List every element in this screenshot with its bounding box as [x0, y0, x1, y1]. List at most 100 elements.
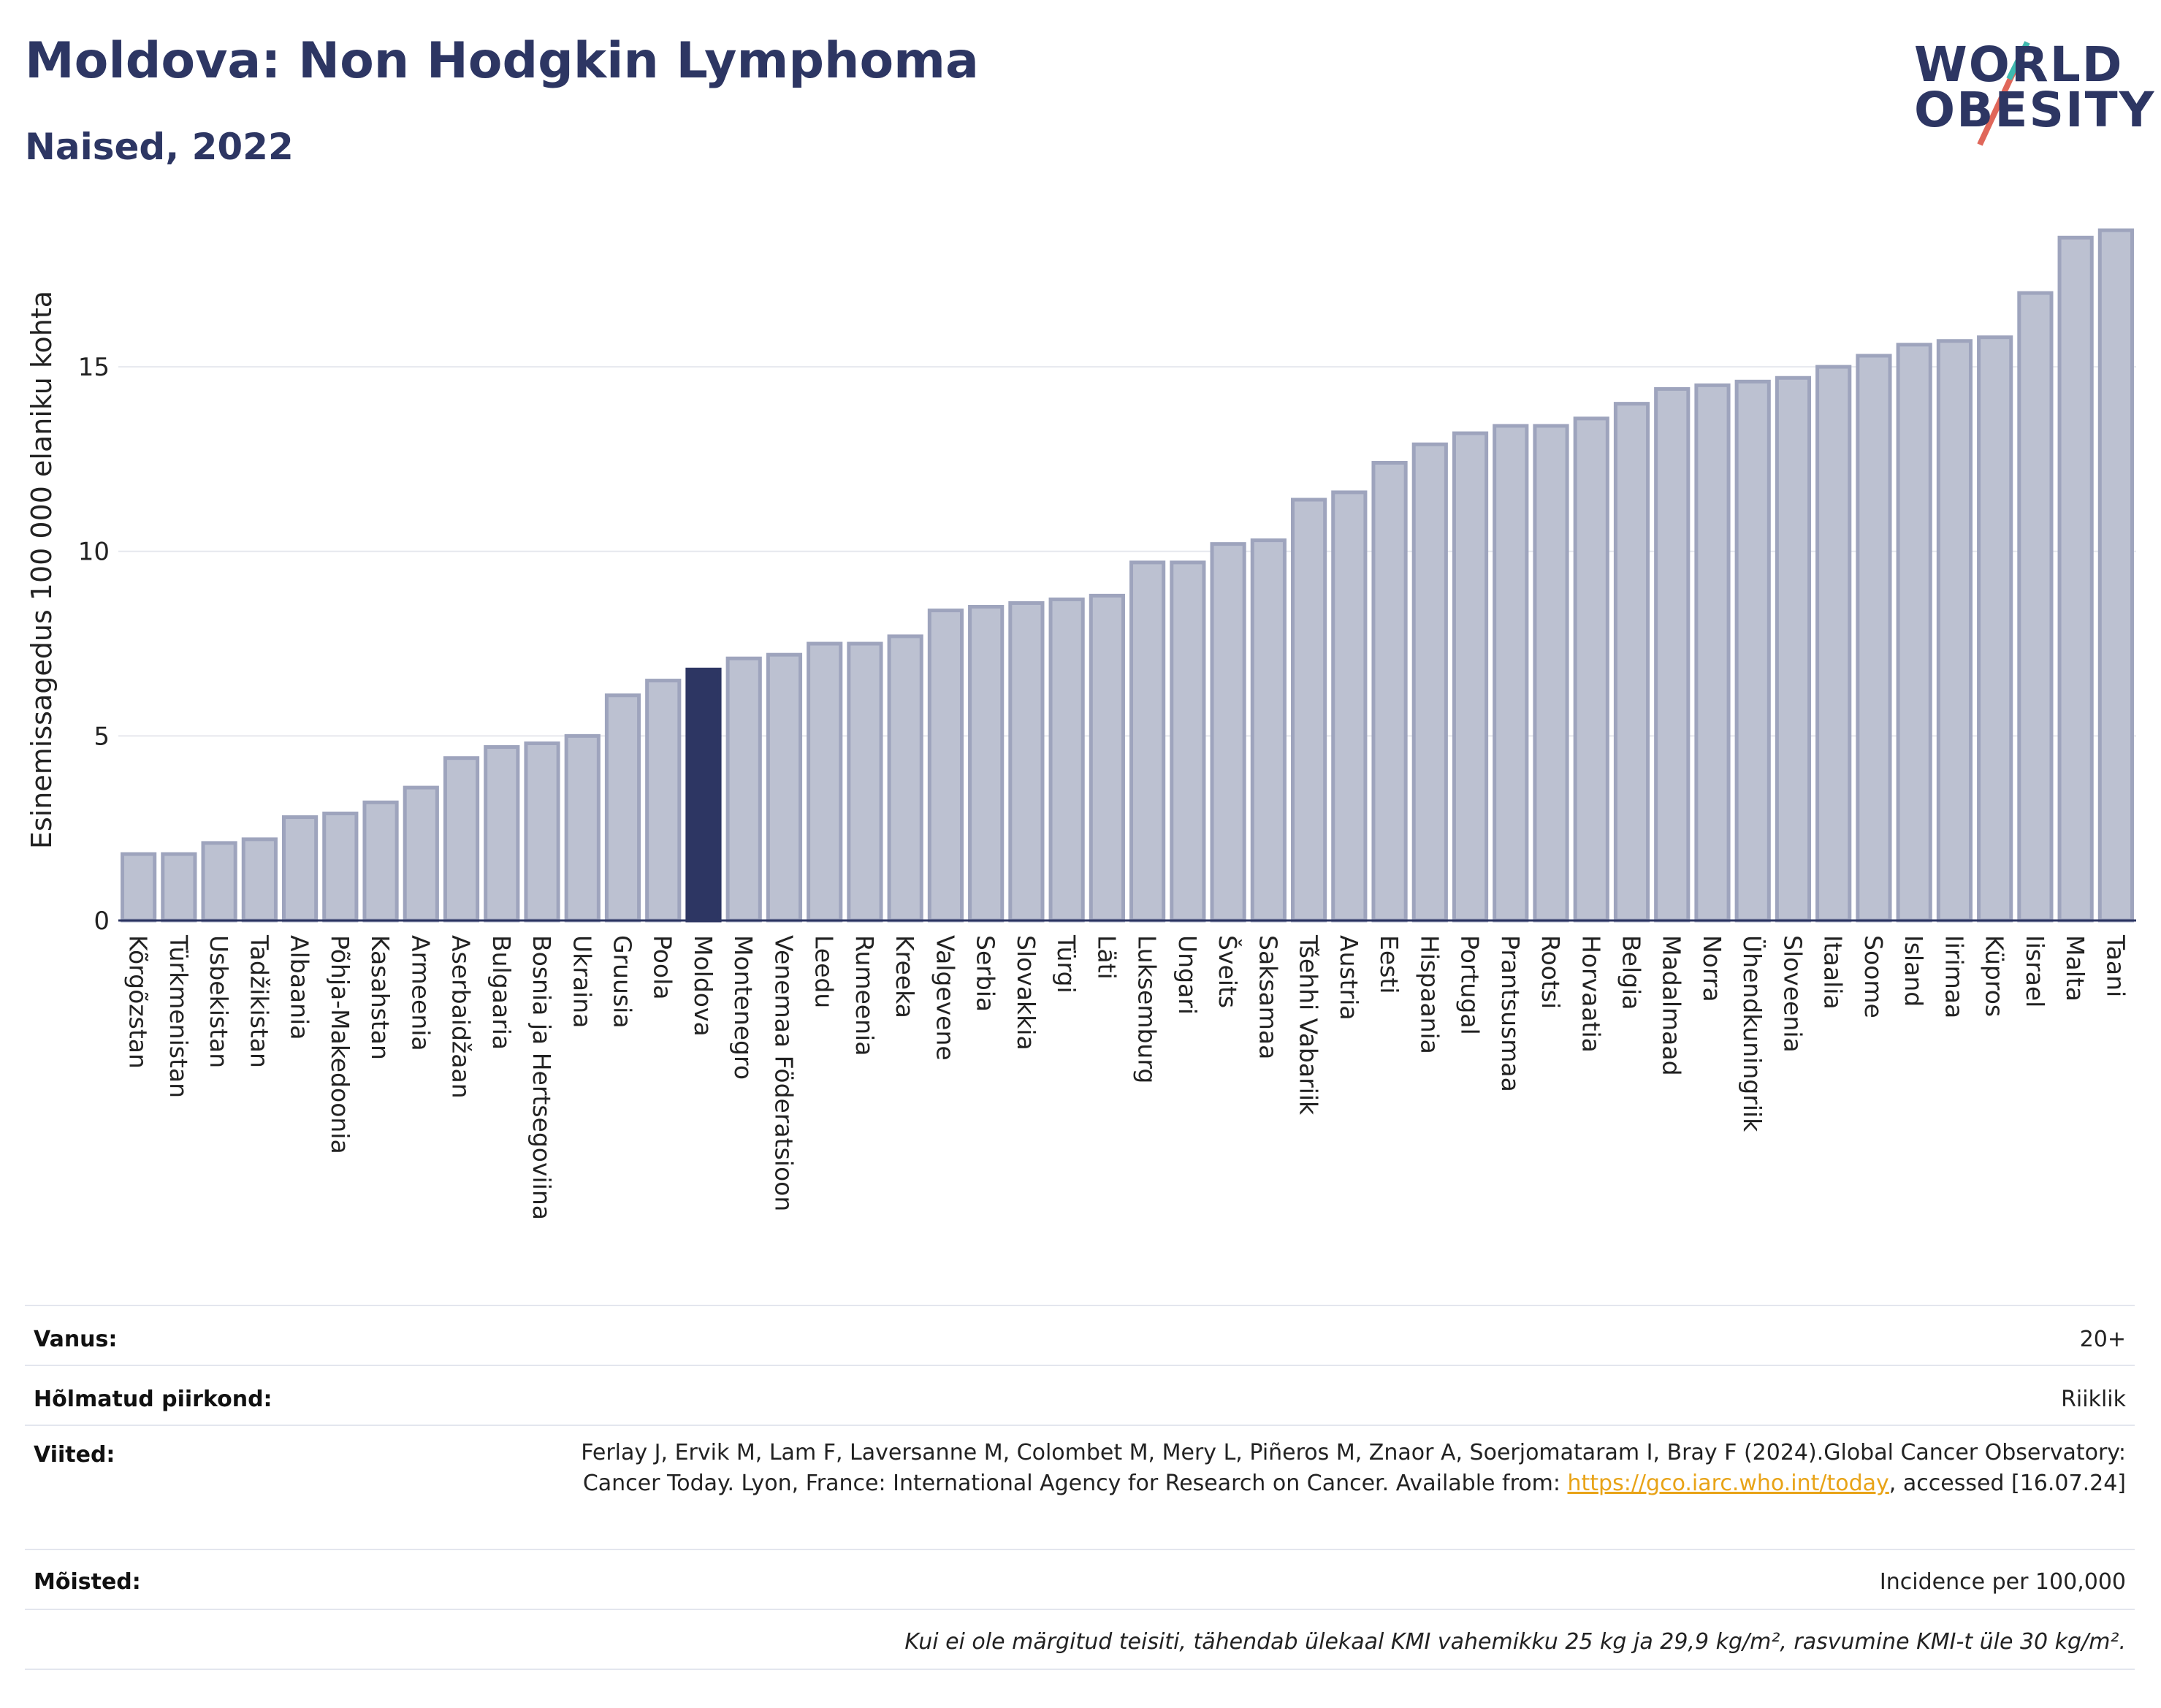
page-subtitle: Naised, 2022 [25, 126, 294, 168]
x-tick-label: Iirimaa [1940, 935, 1968, 1018]
x-tick-label: Ukraina [568, 935, 596, 1028]
bar [604, 693, 641, 923]
references-text-2: , accessed [16.07.24] [1889, 1471, 2126, 1496]
bar [241, 837, 278, 923]
x-tick-label: Madalmaad [1658, 935, 1686, 1076]
bar-chart: 0 5 10 15 Esinemissagedus 100 000 elaniku ko… [26, 228, 2136, 1220]
world-obesity-logo[interactable]: WORLD OBESITY [1899, 35, 2154, 159]
x-tick-label: Tšehhi Vabariik [1295, 934, 1323, 1116]
logo-line-1: WORLD [1914, 37, 2124, 93]
bar [281, 815, 319, 923]
bar [1694, 383, 1731, 923]
bar [1493, 424, 1529, 923]
meta-row-age: Vanus: 20+ [25, 1305, 2135, 1365]
x-tick-label: Slovakkia [1012, 935, 1040, 1051]
references-label: Viited: [34, 1442, 115, 1468]
x-tick-label: Rootsi [1536, 935, 1565, 1009]
x-tick-label: Soome [1859, 935, 1888, 1018]
definitions-label: Mõisted: [34, 1569, 141, 1595]
y-tick-label: 5 [94, 722, 110, 751]
page-title: Moldova: Non Hodgkin Lymphoma [25, 32, 979, 90]
bar [2057, 235, 2094, 923]
x-tick-label: Moldova [689, 935, 717, 1037]
bar [1856, 354, 1892, 923]
bar [1533, 424, 1569, 923]
bar [927, 609, 964, 923]
bar [201, 841, 237, 923]
bar [322, 811, 359, 923]
bar [847, 641, 883, 923]
x-tick-label: Ühendkuningriik [1738, 935, 1767, 1132]
x-tick-label: Bosnia ja Hertsegoviina [527, 935, 556, 1220]
bar [1734, 379, 1771, 923]
x-tick-label: Türgi [1052, 934, 1080, 994]
bar [1290, 497, 1327, 923]
x-tick-label: Leedu [810, 935, 839, 1008]
bar [1170, 560, 1206, 923]
y-tick-label: 10 [78, 538, 110, 567]
bar [564, 733, 601, 923]
footnote: Kui ei ole märgitud teisiti, tähendab ül… [904, 1629, 2126, 1655]
x-tick-label: Belgia [1617, 935, 1646, 1010]
bar [1210, 542, 1246, 923]
bar [524, 741, 560, 923]
bar [2097, 228, 2134, 923]
x-tick-label: Usbekistan [205, 935, 233, 1068]
x-tick-label: Bulgaaria [487, 935, 516, 1050]
x-tick-label: Kreeka [891, 935, 919, 1018]
references-text-1: Ferlay J, Ervik M, Lam F, Laversanne M, … [581, 1440, 2126, 1496]
bar [1129, 560, 1166, 923]
bar [1452, 431, 1489, 923]
bar [1977, 335, 2013, 923]
bar [766, 652, 803, 923]
x-tick-label: Armeenia [406, 935, 435, 1051]
bar [161, 852, 197, 923]
x-tick-label: Hispaania [1415, 935, 1444, 1054]
bar [968, 605, 1005, 923]
bar [1008, 601, 1045, 923]
x-tick-label: Läti [1092, 935, 1121, 980]
bar [1411, 442, 1448, 923]
x-tick-label: Türkmenistan [164, 934, 193, 1098]
bar [1815, 365, 1852, 923]
bar [1613, 402, 1650, 923]
bar [1048, 597, 1085, 923]
bar [443, 756, 480, 923]
x-tick-label: Austria [1335, 935, 1363, 1021]
x-tick-label: Kasahstan [366, 935, 395, 1060]
logo-slash-icon [1977, 41, 2030, 146]
age-value: 20+ [2079, 1327, 2126, 1352]
bar [403, 785, 439, 923]
bar [121, 852, 157, 923]
x-tick-label: Itaalia [1819, 935, 1848, 1010]
x-tick-label: Šveits [1213, 935, 1243, 1008]
references-text: Ferlay J, Ervik M, Lam F, Laversanne M, … [555, 1438, 2126, 1499]
bar [1331, 490, 1368, 923]
meta-row-note: Kui ei ole märgitud teisiti, tähendab ül… [25, 1609, 2135, 1670]
x-tick-label: Saksamaa [1254, 935, 1282, 1059]
bar [645, 679, 682, 923]
x-tick-label: Ungari [1173, 935, 1202, 1015]
y-tick-label: 0 [94, 907, 110, 936]
bar [1936, 339, 1973, 923]
x-tick-label: Prantsusmaa [1496, 935, 1525, 1092]
bar [1896, 343, 1932, 923]
references-link[interactable]: https://gco.iarc.who.int/today [1567, 1471, 1889, 1496]
meta-row-region: Hõlmatud piirkond: Riiklik [25, 1365, 2135, 1425]
x-tick-label: Iisrael [2021, 935, 2049, 1007]
x-tick-label: Sloveenia [1778, 935, 1807, 1053]
bar [1775, 375, 1812, 923]
bar [1573, 416, 1609, 923]
region-value: Riiklik [2061, 1387, 2126, 1412]
x-tick-label: Island [1899, 935, 1928, 1007]
x-tick-label: Norra [1698, 935, 1726, 1002]
bar [1089, 593, 1125, 923]
x-tick-label: Tadžikistan [245, 934, 273, 1068]
x-tick-label: Küpros [1981, 935, 2009, 1017]
bar [1250, 538, 1287, 923]
region-label: Hõlmatud piirkond: [34, 1387, 272, 1412]
bar [484, 745, 520, 923]
bar [1654, 386, 1691, 923]
x-tick-label: Valgevene [931, 935, 959, 1061]
meta-row-definitions: Mõisted: Incidence per 100,000 [25, 1549, 2135, 1609]
